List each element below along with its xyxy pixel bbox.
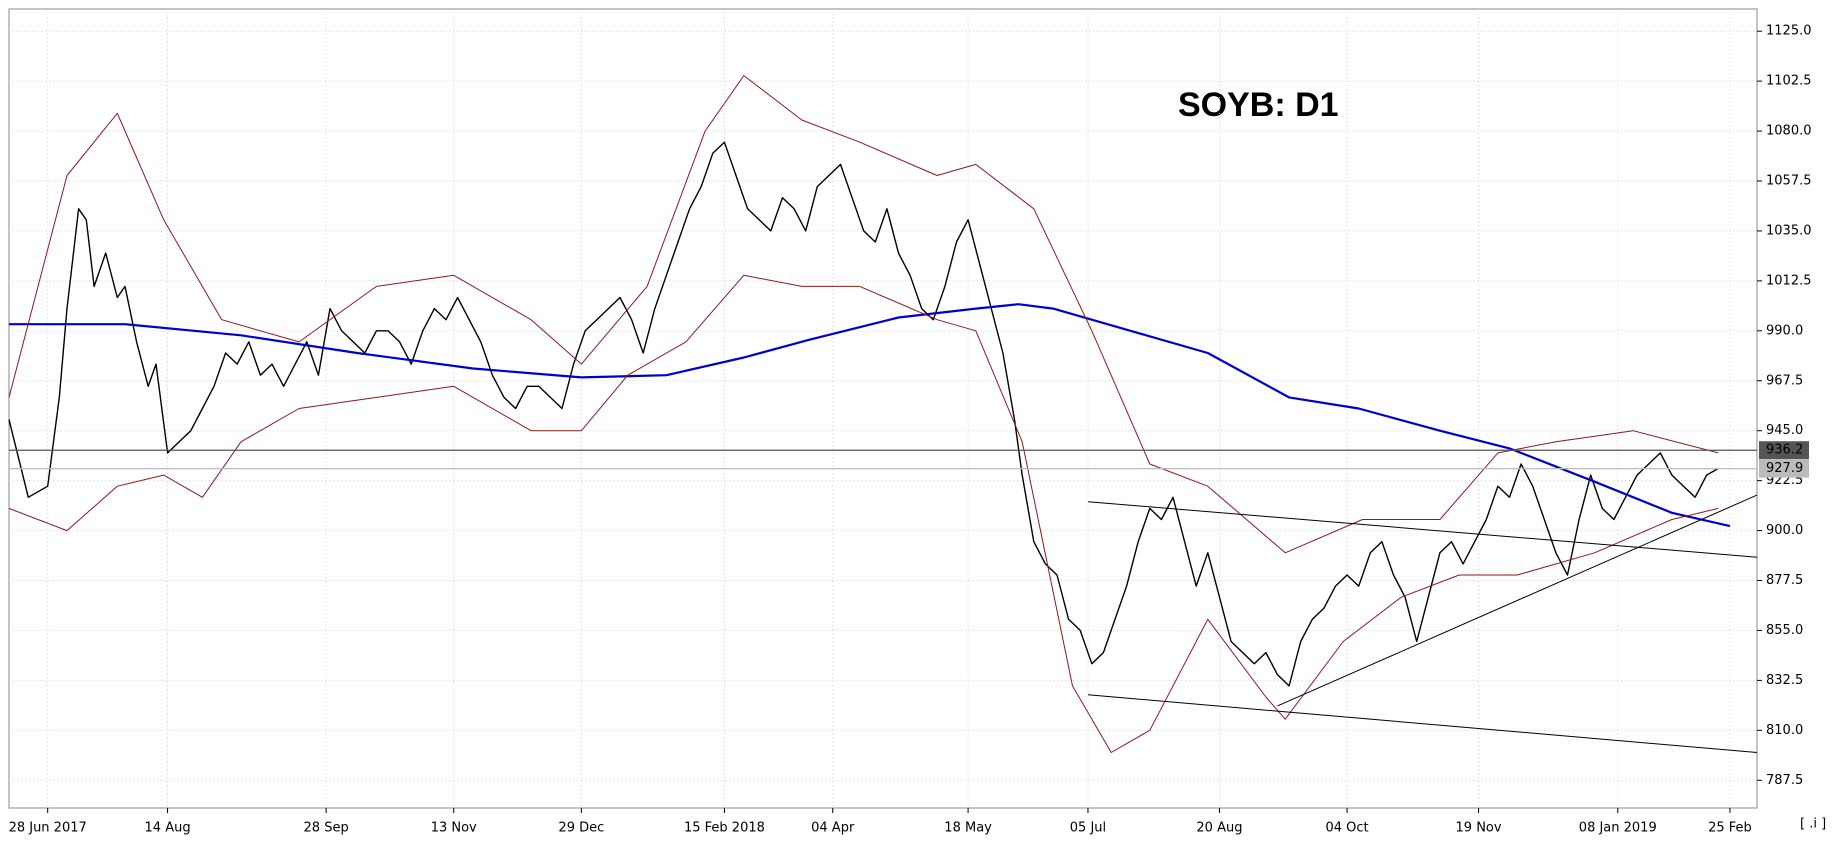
y-tick-label: 967.5 bbox=[1766, 373, 1803, 388]
series-line bbox=[1087, 694, 1758, 753]
series-line bbox=[9, 303, 1731, 528]
x-tick-label: 25 Feb bbox=[1708, 821, 1752, 836]
y-tick-label: 877.5 bbox=[1766, 573, 1803, 588]
y-tick-label: 900.0 bbox=[1766, 523, 1803, 538]
x-tick-label: 04 Apr bbox=[811, 821, 855, 836]
y-tick-label: 1125.0 bbox=[1766, 24, 1812, 39]
series-line bbox=[1087, 501, 1758, 558]
y-tick-label: 810.0 bbox=[1766, 723, 1803, 738]
series-line bbox=[8, 274, 1719, 753]
y-tick-label: 855.0 bbox=[1766, 623, 1803, 638]
x-tick-label: 08 Jan 2019 bbox=[1579, 821, 1657, 836]
x-tick-label: 29 Dec bbox=[558, 821, 604, 836]
y-tick-label: 945.0 bbox=[1766, 423, 1803, 438]
price-level-box bbox=[1759, 441, 1809, 460]
chart-title: SOYB: D1 bbox=[1178, 86, 1339, 124]
price-level-box bbox=[1759, 459, 1809, 478]
x-tick-label: 04 Oct bbox=[1325, 821, 1368, 836]
x-tick-label: 15 Feb 2018 bbox=[684, 821, 765, 836]
y-tick-label: 1035.0 bbox=[1766, 223, 1812, 238]
y-tick-label: 990.0 bbox=[1766, 323, 1803, 338]
y-tick-label: 1080.0 bbox=[1766, 124, 1812, 139]
series-line bbox=[1277, 494, 1758, 707]
y-tick-label: 1102.5 bbox=[1766, 74, 1812, 89]
plot-frame bbox=[8, 8, 1758, 809]
x-tick-label: 05 Jul bbox=[1070, 821, 1106, 836]
corner-label: [ .i ] bbox=[1800, 817, 1826, 832]
x-tick-label: 28 Sep bbox=[304, 821, 349, 836]
price-level-label: 927.9 bbox=[1766, 461, 1803, 476]
series-line bbox=[8, 75, 1719, 554]
price-level-label: 936.2 bbox=[1766, 443, 1803, 458]
x-tick-label: 13 Nov bbox=[431, 821, 477, 836]
y-tick-label: 1012.5 bbox=[1766, 273, 1812, 288]
y-tick-label: 787.5 bbox=[1766, 773, 1803, 788]
x-tick-label: 18 May bbox=[944, 821, 992, 836]
x-tick-label: 14 Aug bbox=[145, 821, 191, 836]
x-tick-label: 20 Aug bbox=[1196, 821, 1242, 836]
y-tick-label: 832.5 bbox=[1766, 673, 1803, 688]
series-line bbox=[8, 141, 1719, 687]
x-tick-label: 28 Jun 2017 bbox=[9, 821, 87, 836]
x-tick-label: 19 Nov bbox=[1456, 821, 1502, 836]
y-tick-label: 1057.5 bbox=[1766, 174, 1812, 189]
